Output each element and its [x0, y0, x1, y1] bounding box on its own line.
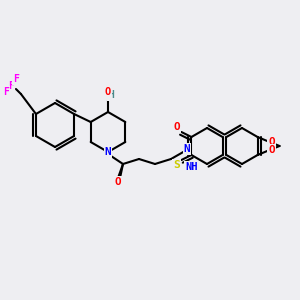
Text: O: O [268, 137, 275, 147]
Text: S: S [173, 160, 180, 170]
Text: O: O [173, 122, 180, 132]
Text: H: H [108, 90, 114, 100]
Text: N: N [184, 144, 190, 154]
Text: O: O [115, 177, 122, 187]
Text: N: N [105, 147, 111, 157]
Text: O: O [105, 87, 111, 97]
Text: O: O [268, 145, 275, 155]
Text: F: F [13, 74, 19, 84]
Text: NH: NH [185, 163, 197, 172]
Text: F: F [8, 81, 14, 91]
Text: F: F [3, 87, 9, 97]
